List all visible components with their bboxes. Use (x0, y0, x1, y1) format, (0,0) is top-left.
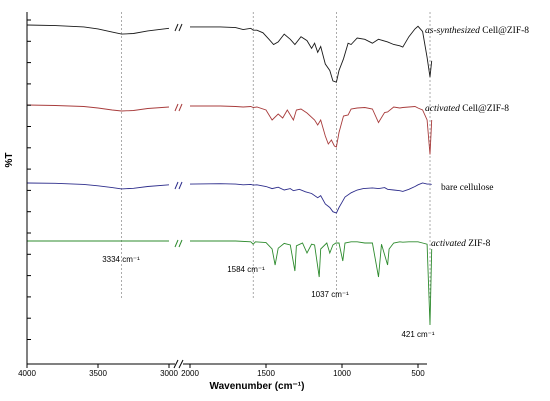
series-break-marker (174, 181, 183, 190)
peak-guide-lines (121, 12, 431, 300)
series-label-prefix: activated (431, 239, 468, 249)
series-label-prefix: activated (425, 104, 462, 114)
x-axis-label: Wavenumber (cm⁻¹) (210, 381, 305, 392)
series-line-right (190, 240, 433, 326)
peak-label: 421 cm⁻¹ (401, 330, 434, 339)
y-axis-label: %T (4, 153, 15, 168)
x-tick-label: 1000 (333, 369, 351, 378)
series-break-marker (174, 23, 183, 32)
peak-labels: 3334 cm⁻¹ 1584 cm⁻¹ 1037 cm⁻¹ 421 cm⁻¹ (102, 255, 435, 339)
series-line-right (189, 182, 432, 214)
series-label: activated ZIF-8 (431, 239, 491, 249)
series-line-right (190, 25, 433, 83)
peak-label: 1037 cm⁻¹ (311, 290, 349, 299)
x-axis-break-marker (173, 359, 184, 369)
series-break-marker (174, 103, 183, 112)
series-line-left (26, 24, 170, 35)
peak-label: 3334 cm⁻¹ (102, 255, 140, 264)
series-line-left (26, 182, 170, 190)
y-ticks (27, 19, 31, 340)
x-tick-label: 3500 (89, 369, 107, 378)
x-tick-label: 2000 (181, 369, 199, 378)
series-label: as-synthesized Cell@ZIF-8 (425, 26, 529, 36)
series-line-right (190, 105, 433, 155)
series-break-markers (174, 23, 183, 248)
spectra-group (26, 24, 433, 326)
series-label-prefix: as-synthesized (425, 26, 482, 36)
x-tick-label: 1500 (257, 369, 275, 378)
x-tick-label: 3000 (160, 369, 178, 378)
series-line-left (26, 104, 170, 112)
x-tick-label: 4000 (18, 369, 36, 378)
series-label-name: Cell@ZIF-8 (462, 104, 509, 114)
series-label: activated Cell@ZIF-8 (425, 104, 509, 114)
series-label-name: Cell@ZIF-8 (482, 26, 529, 36)
axes-group (26, 12, 427, 369)
x-tick-label: 500 (411, 369, 425, 378)
series-label-name: ZIF-8 (468, 239, 490, 249)
series-break-marker (174, 239, 183, 248)
series-label-name: bare cellulose (441, 183, 494, 193)
series-label: bare cellulose (441, 183, 494, 193)
peak-label: 1584 cm⁻¹ (227, 265, 265, 274)
x-ticks: 4000 3500 3000 2000 1500 1000 500 (18, 364, 425, 378)
